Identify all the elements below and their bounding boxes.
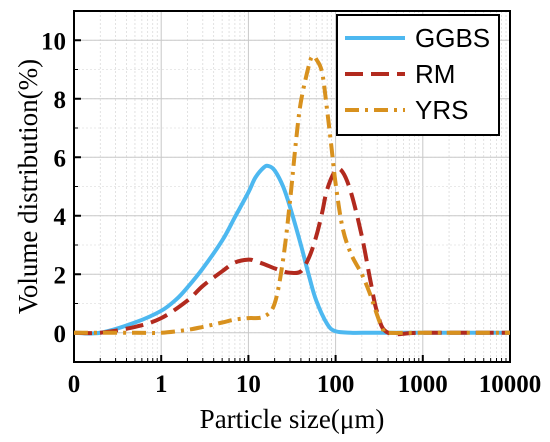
legend: GGBS RM YRS [336, 14, 500, 136]
series-line-rm [73, 166, 510, 337]
y-tick-label: 0 [54, 321, 67, 348]
y-tick-label: 10 [41, 28, 66, 55]
y-tick-label: 4 [54, 204, 67, 231]
legend-label-ggbs: GGBS [415, 23, 490, 53]
series-line-yrs [74, 54, 510, 335]
series-line-ggbs [73, 163, 510, 336]
legend-label-yrs: YRS [415, 95, 468, 125]
x-tick-label: 10 [236, 371, 261, 398]
x-axis-label: Particle size(μm) [200, 404, 385, 434]
x-tick-label: 1000 [398, 371, 448, 398]
x-tick-label: 1 [155, 371, 168, 398]
y-tick-label: 8 [54, 87, 67, 114]
y-tick-label: 6 [54, 145, 67, 172]
legend-box [336, 14, 500, 136]
ticks: 0 1 10 100 1000 10000 0 2 4 6 8 10 [41, 10, 542, 398]
x-tick-label: 100 [317, 371, 355, 398]
y-tick-label: 2 [54, 262, 67, 289]
series-layer [73, 54, 510, 337]
y-axis-label: Volume distribution(%) [13, 59, 43, 314]
x-tick-label: 10000 [479, 371, 542, 398]
legend-label-rm: RM [415, 59, 455, 89]
x-tick-label: 0 [68, 371, 81, 398]
